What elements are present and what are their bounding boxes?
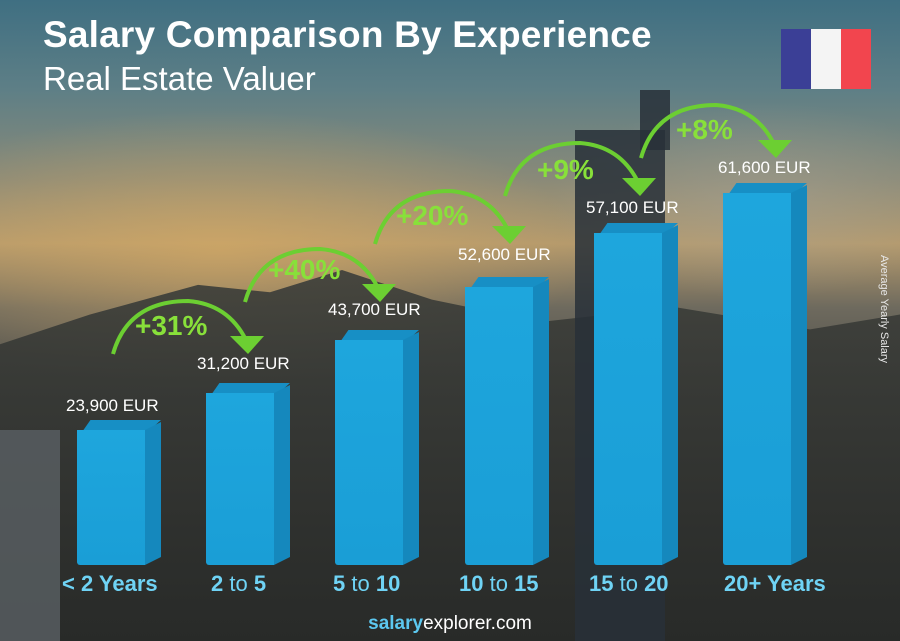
value-label: 31,200 EUR: [197, 354, 290, 373]
increase-arrow-icon: [373, 188, 526, 245]
value-label: 57,100 EUR: [586, 198, 679, 217]
flag-stripe-blue: [781, 29, 811, 89]
increase-label: +40%: [268, 254, 341, 285]
bar-15-to-20: [594, 223, 678, 565]
increase-arrow-icon: [243, 246, 396, 303]
bar-10-to-15: [465, 277, 549, 565]
x-label-lt-2-years: < 2 Years: [62, 571, 158, 596]
value-label: 61,600 EUR: [718, 158, 811, 177]
increase-label: +20%: [396, 200, 469, 231]
value-label: 23,900 EUR: [66, 396, 159, 415]
bar-20-plus-years: [723, 183, 807, 565]
x-label-20-plus-years: 20+ Years: [724, 571, 826, 596]
increase-label: +9%: [537, 154, 594, 185]
background-building: [0, 430, 60, 641]
bar-lt-2-years: [77, 420, 161, 565]
increase-arrow-icon: [111, 298, 264, 355]
chart-title: Salary Comparison By Experience: [43, 14, 652, 55]
increase-label: +31%: [135, 310, 208, 341]
flag-stripe-white: [811, 29, 841, 89]
increase-arrow-icon: [503, 140, 656, 197]
increase-arrow-icon: [639, 102, 792, 159]
increase-label: +8%: [676, 114, 733, 145]
y-axis-label: Average Yearly Salary: [878, 255, 890, 364]
value-label: 52,600 EUR: [458, 245, 551, 264]
france-flag-icon: [781, 29, 871, 89]
chart-subtitle: Real Estate Valuer: [43, 60, 316, 97]
x-label-5-to-10: 5 to 10: [333, 571, 401, 596]
bar-5-to-10: [335, 330, 419, 565]
bar-2-to-5: [206, 383, 290, 565]
footer-brand-link[interactable]: salaryexplorer.com: [368, 613, 532, 634]
x-label-15-to-20: 15 to 20: [589, 571, 669, 596]
x-label-10-to-15: 10 to 15: [459, 571, 539, 596]
flag-stripe-red: [841, 29, 871, 89]
value-label: 43,700 EUR: [328, 300, 421, 319]
x-label-2-to-5: 2 to 5: [211, 571, 267, 596]
